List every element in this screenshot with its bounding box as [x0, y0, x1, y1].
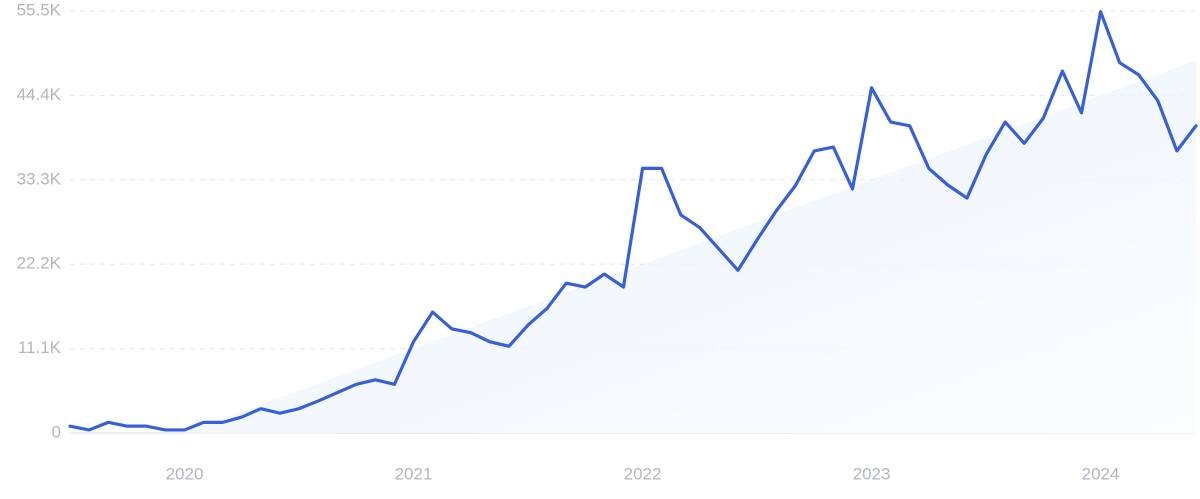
y-tick-label: 0	[52, 422, 61, 441]
x-tick-label: 2021	[395, 464, 433, 483]
y-tick-label: 44.4K	[17, 85, 62, 104]
x-tick-label: 2024	[1082, 464, 1120, 483]
y-tick-label: 22.2K	[17, 254, 62, 273]
x-tick-label: 2022	[624, 464, 662, 483]
trend-fade	[184, 60, 1197, 433]
line	[68, 10, 1198, 432]
y-tick-label: 33.3K	[17, 169, 62, 188]
x-tick-label: 2020	[166, 464, 204, 483]
y-tick-label: 11.1K	[18, 338, 62, 357]
x-tick-label: 2023	[853, 464, 891, 483]
y-tick-label: 55.5K	[17, 0, 62, 19]
